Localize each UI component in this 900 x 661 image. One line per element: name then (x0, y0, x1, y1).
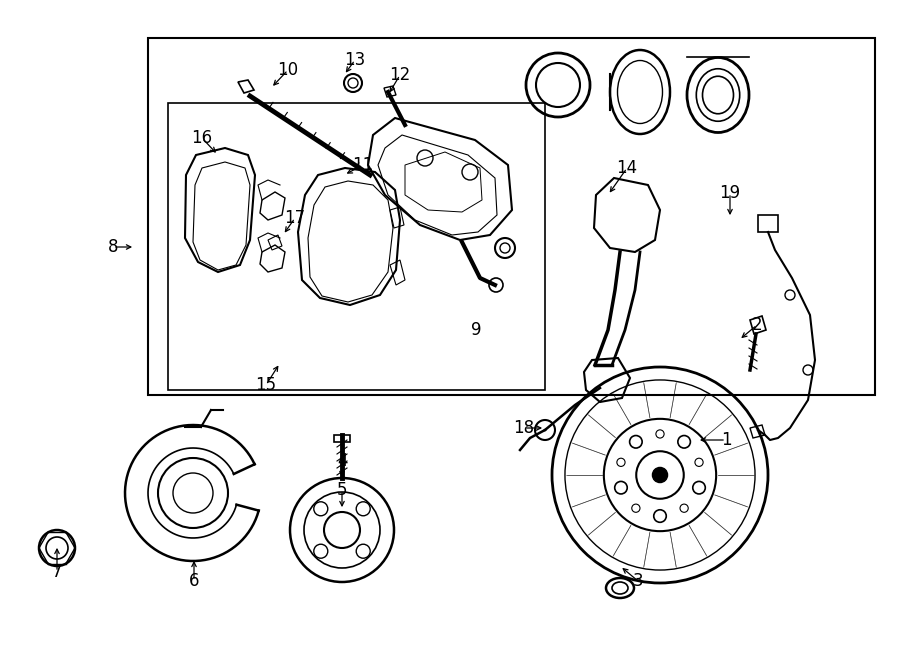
Text: 16: 16 (192, 129, 212, 147)
Text: 18: 18 (513, 419, 535, 437)
Text: 17: 17 (284, 209, 306, 227)
Text: 19: 19 (719, 184, 741, 202)
Text: 1: 1 (721, 431, 732, 449)
Text: 11: 11 (353, 156, 374, 174)
Text: 10: 10 (277, 61, 299, 79)
Text: 13: 13 (345, 51, 365, 69)
Text: 3: 3 (633, 572, 643, 590)
Text: 12: 12 (390, 66, 410, 84)
Text: 6: 6 (189, 572, 199, 590)
Text: 9: 9 (471, 321, 482, 339)
Circle shape (652, 467, 668, 483)
Text: 7: 7 (52, 563, 62, 581)
Text: 4: 4 (337, 452, 347, 470)
Text: 5: 5 (337, 481, 347, 499)
Circle shape (500, 243, 510, 253)
Text: 15: 15 (256, 376, 276, 394)
Text: 14: 14 (616, 159, 637, 177)
Text: 2: 2 (752, 316, 762, 334)
Text: 8: 8 (108, 238, 118, 256)
Bar (148, 38, 875, 395)
